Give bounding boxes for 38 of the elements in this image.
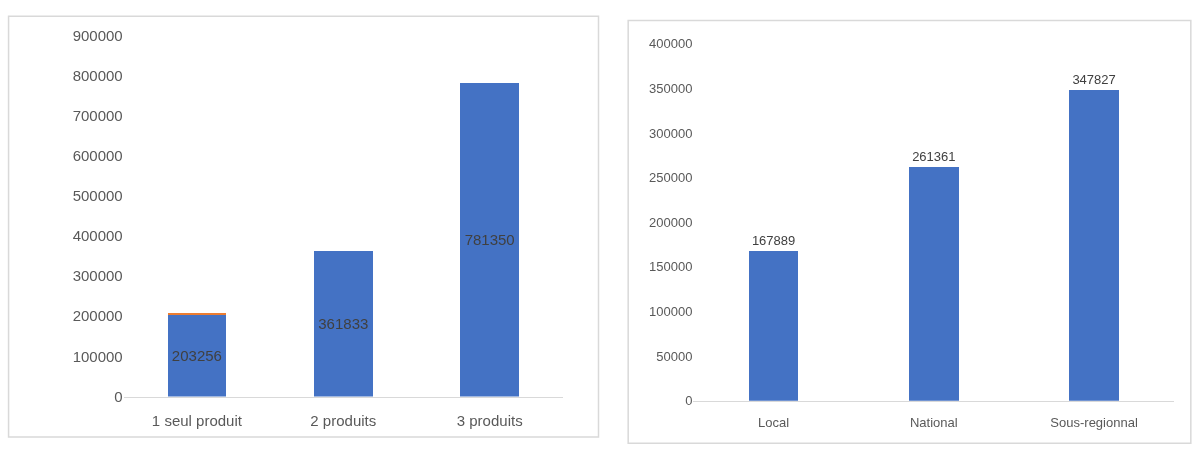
data-label: 203256: [171, 347, 222, 365]
x-tick-label: Local: [758, 415, 790, 431]
data-label: 261361: [912, 149, 956, 165]
y-tick-label: 400000: [72, 227, 123, 245]
bar: [167, 313, 227, 316]
x-tick-label: 3 produits: [456, 411, 523, 429]
y-tick-label: 250000: [649, 170, 693, 186]
x-tick-label: 2 produits: [310, 411, 377, 429]
y-tick-label: 700000: [72, 106, 123, 124]
y-tick-label: 150000: [649, 259, 693, 275]
y-tick-label: 0: [685, 393, 693, 409]
y-tick-label: 50000: [656, 348, 693, 364]
y-tick-label: 300000: [72, 267, 123, 285]
data-label: 361833: [318, 315, 369, 333]
y-tick-label: 600000: [72, 146, 123, 164]
data-label: 347827: [1072, 72, 1116, 88]
x-tick-label: Sous-regionnal: [1050, 415, 1138, 431]
y-tick-label: 350000: [649, 80, 693, 96]
data-label: 781350: [464, 231, 515, 249]
bar: [314, 251, 373, 397]
x-tick-label: National: [909, 415, 958, 431]
data-label: 167889: [751, 232, 796, 248]
bar: [748, 250, 799, 401]
y-tick-label: 300000: [649, 125, 693, 141]
y-tick-label: 200000: [649, 214, 693, 230]
y-tick-label: 400000: [649, 36, 693, 52]
bar: [460, 82, 519, 397]
x-tick-label: 1 seul produit: [151, 411, 243, 429]
y-tick-label: 500000: [72, 187, 123, 205]
bar: [167, 314, 227, 397]
y-tick-label: 0: [114, 387, 123, 405]
y-tick-label: 800000: [72, 66, 123, 84]
y-tick-label: 100000: [649, 304, 693, 320]
y-tick-label: 200000: [72, 307, 123, 325]
y-tick-label: 900000: [72, 26, 123, 44]
bar: [1069, 90, 1119, 401]
bar: [908, 167, 959, 401]
y-tick-label: 100000: [72, 347, 123, 365]
